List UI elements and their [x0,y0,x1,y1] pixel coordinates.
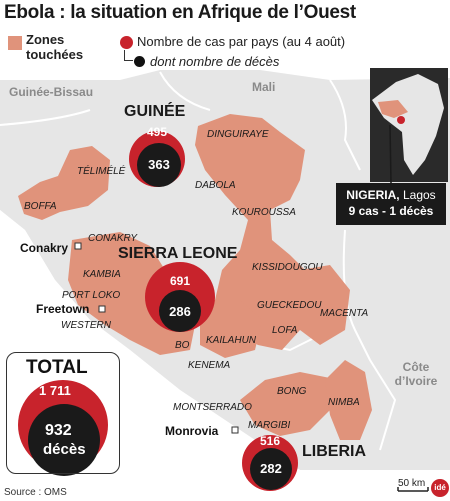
region-kenema: KENEMA [188,360,231,371]
sierra-leone-deaths-value: 286 [169,304,191,319]
region-port-loko: PORT LOKO [62,290,121,301]
total-deaths-value: 932 [45,422,72,439]
nigeria-detail: 9 cas - 1 décès [348,204,434,218]
guinea-deaths-circle [137,143,181,187]
region-gueckedou: GUECKEDOU [257,300,322,311]
region-bo: BO [175,340,190,351]
zone-nimba [325,360,372,440]
scale-label: 50 km [398,478,426,489]
region-dinguiraye: DINGUIRAYE [207,129,269,140]
legend-deaths-label: dont nombre de décès [150,54,280,69]
affected-zones [18,114,372,440]
conakry-marker [74,242,82,250]
region-conakry: CONAKRY [88,233,138,244]
neighbor-guinea-bissau: Guinée-Bissau [9,85,94,99]
sierra-leone-cases-value: 691 [169,274,191,288]
legend-zone-swatch [8,36,22,50]
freetown-marker [98,305,106,313]
source-note: Source : OMS [4,487,67,498]
zone-telimele-boffa [18,146,110,220]
region-bong: BONG [277,386,307,397]
africa-inset [370,68,448,182]
nigeria-name: NIGERIA, [346,188,400,202]
zone-macenta-lofa [300,265,350,345]
region-telimele: TÉLIMÉLÉ [77,166,126,177]
region-dabola: DABOLA [195,180,236,191]
zone-bong-margibi [240,372,335,436]
zone-guinea-east [195,114,310,350]
guinea-deaths-value: 363 [148,157,170,172]
zone-kailahun-kenema [200,300,262,358]
legend-cases-dot [120,36,133,49]
neighbor-cote-ivoire: Côte d’Ivoire [394,360,438,388]
monrovia-marker [231,426,239,434]
liberia-deaths-value: 282 [260,461,282,476]
title: Ebola : la situation en Afrique de l’Oue… [4,2,356,23]
region-kambia: KAMBIA [83,269,121,280]
liberia-cases-value: 516 [259,434,281,448]
legend-zones-label: Zones touchées [26,32,84,62]
liberia-deaths-circle [250,448,292,490]
total-cases-value: 1 711 [39,383,71,398]
sierra-leone-deaths-circle [159,290,201,332]
region-kailahun: KAILAHUN [206,335,257,346]
city-freetown: Freetown [36,302,90,316]
legend-deaths-dot [134,56,145,67]
region-western: WESTERN [61,320,111,331]
publisher-logo: idé [431,479,449,497]
guinea-cases-value: 495 [146,125,168,139]
country-label-guinea: GUINÉE [124,103,186,120]
region-boffa: BOFFA [24,201,57,212]
legend-cases-label: Nombre de cas par pays (au 4 août) [137,34,346,49]
region-nimba: NIMBA [328,397,360,408]
country-label-liberia: LIBERIA [302,443,366,460]
region-lofa: LOFA [272,325,298,336]
region-kouroussa: KOUROUSSA [232,207,296,218]
total-label: TOTAL [26,357,88,378]
region-macenta: MACENTA [320,308,369,319]
neighbor-mali: Mali [252,80,276,94]
city-conakry: Conakry [20,241,69,255]
nigeria-callout: NIGERIA, Lagos 9 cas - 1 décès [336,183,446,225]
total-deaths-unit: décès [43,441,86,458]
nigeria-title-line: NIGERIA, Lagos [336,187,446,203]
total-frame [6,352,120,474]
country-label-sierra-leone: SIERRA LEONE [118,245,238,262]
total-deaths-circle [28,404,100,476]
region-montserrado: MONTSERRADO [173,402,252,413]
nigeria-city: Lagos [402,188,436,202]
region-margibi: MARGIBI [248,420,291,431]
region-kissidougou: KISSIDOUGOU [252,262,323,273]
legend-arrow-icon [124,50,133,61]
city-monrovia: Monrovia [165,424,219,438]
